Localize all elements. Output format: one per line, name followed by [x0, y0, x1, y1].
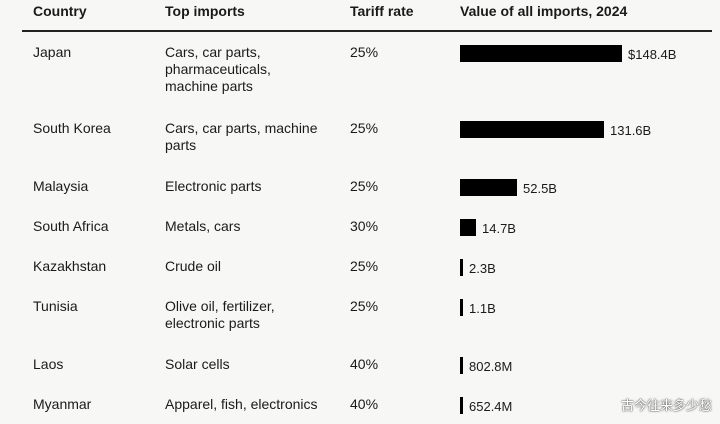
header-tariff-rate: Tariff rate	[350, 3, 414, 19]
import-value-bar	[460, 397, 463, 414]
import-value-bar	[460, 45, 622, 62]
header-country: Country	[33, 3, 87, 19]
country-cell: Laos	[33, 356, 64, 372]
imports-cell: Cars, car parts, pharmaceuticals, machine …	[165, 44, 345, 95]
watermark-text: 古今往来多少愁	[620, 398, 712, 413]
tariff-cell: 25%	[350, 178, 379, 194]
imports-cell: Crude oil	[165, 258, 345, 275]
import-value-bar	[460, 179, 517, 196]
header-top-imports: Top imports	[165, 3, 245, 19]
imports-cell: Olive oil, fertilizer, electronic parts	[165, 298, 345, 332]
imports-line: Metals, cars	[165, 218, 241, 234]
import-value-label: 652.4M	[469, 399, 513, 414]
country-cell: South Africa	[33, 218, 109, 234]
import-value-label: 802.8M	[469, 359, 513, 374]
country-cell: Tunisia	[33, 298, 78, 314]
imports-line: pharmaceuticals,	[165, 61, 271, 77]
imports-line: Solar cells	[165, 356, 230, 372]
import-value-bar	[460, 357, 463, 374]
imports-cell: Electronic parts	[165, 178, 345, 195]
imports-cell: Cars, car parts, machine parts	[165, 120, 345, 154]
country-cell: South Korea	[33, 120, 111, 136]
tariff-cell: 30%	[350, 218, 379, 234]
imports-line: Cars, car parts,	[165, 44, 261, 60]
imports-line: Crude oil	[165, 258, 222, 274]
imports-cell: Apparel, fish, electronics	[165, 396, 345, 413]
tariff-cell: 40%	[350, 356, 379, 372]
import-value-label: 14.7B	[482, 221, 516, 236]
imports-line: Electronic parts	[165, 178, 262, 194]
tariff-cell: 40%	[350, 396, 379, 412]
country-cell: Myanmar	[33, 396, 92, 412]
import-value-bar	[460, 121, 604, 138]
import-value-bar	[460, 259, 463, 276]
country-cell: Malaysia	[33, 178, 89, 194]
imports-line: Olive oil, fertilizer,	[165, 298, 275, 314]
table-header: Country Top imports Tariff rate Value of…	[0, 0, 720, 32]
imports-line: Apparel, fish, electronics	[165, 396, 318, 412]
imports-cell: Solar cells	[165, 356, 345, 373]
header-import-value: Value of all imports, 2024	[460, 3, 628, 19]
import-value-label: $148.4B	[628, 47, 677, 62]
imports-line: parts	[165, 137, 197, 153]
imports-cell: Metals, cars	[165, 218, 345, 235]
import-value-bar	[460, 219, 476, 236]
country-cell: Japan	[33, 44, 72, 60]
import-value-label: 131.6B	[610, 123, 652, 138]
tariff-cell: 25%	[350, 298, 379, 314]
country-cell: Kazakhstan	[33, 258, 107, 274]
import-value-label: 2.3B	[469, 261, 496, 276]
tariff-cell: 25%	[350, 120, 379, 136]
header-rule	[22, 30, 712, 32]
tariff-cell: 25%	[350, 44, 379, 60]
import-value-label: 1.1B	[469, 301, 496, 316]
import-value-label: 52.5B	[523, 181, 557, 196]
imports-line: Cars, car parts, machine	[165, 120, 318, 136]
tariff-cell: 25%	[350, 258, 379, 274]
imports-line: electronic parts	[165, 315, 260, 331]
imports-line: machine parts	[165, 78, 253, 94]
import-value-bar	[460, 299, 463, 316]
